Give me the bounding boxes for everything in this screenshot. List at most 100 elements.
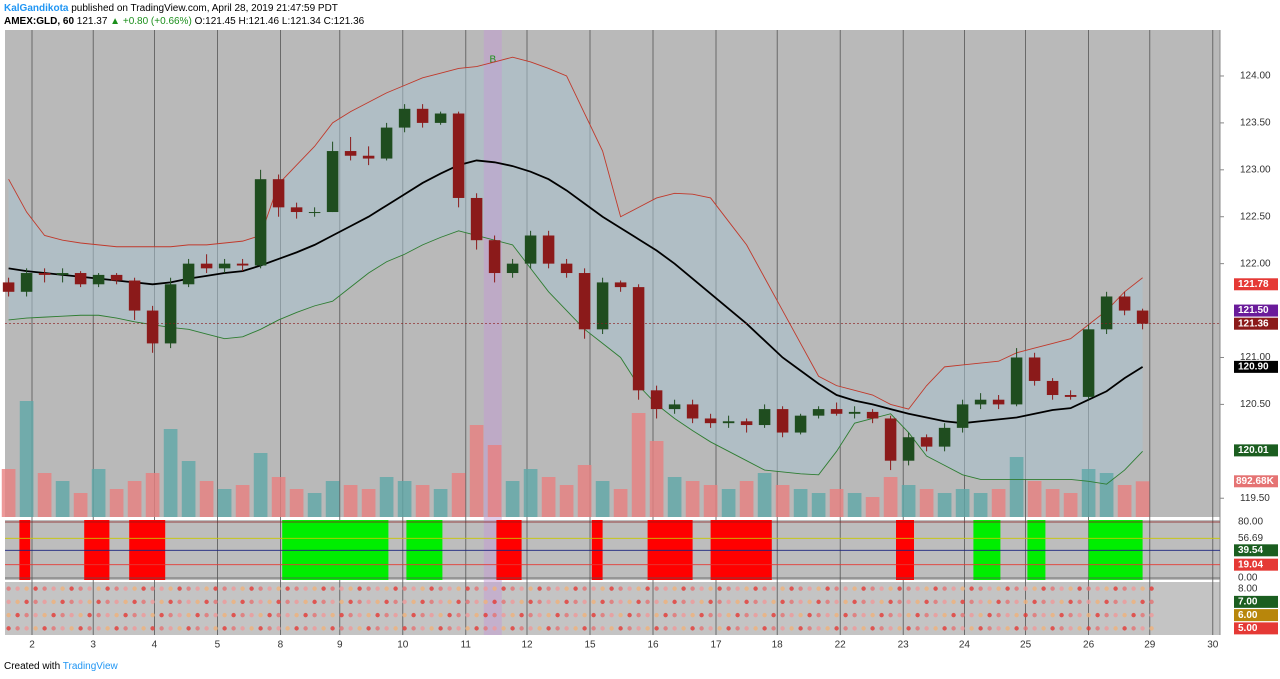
volume-bar — [1117, 485, 1132, 517]
dot — [834, 586, 839, 591]
dot — [96, 612, 101, 618]
volume-bar — [541, 477, 556, 517]
dot — [465, 612, 470, 618]
candle-body — [452, 113, 465, 198]
candle-body — [272, 179, 285, 208]
x-tick-label: 10 — [397, 640, 409, 651]
dot — [267, 626, 272, 631]
dot — [852, 612, 857, 618]
dot — [654, 612, 659, 618]
dot — [123, 586, 128, 591]
price-label: 120.01 — [1238, 445, 1269, 456]
dot — [15, 626, 20, 631]
dot — [546, 586, 551, 591]
dot — [429, 626, 434, 631]
dot — [285, 626, 290, 631]
dot — [618, 599, 623, 605]
dot — [663, 626, 668, 631]
dot — [573, 586, 578, 591]
dot — [825, 626, 830, 631]
dot — [816, 599, 821, 605]
dot — [267, 599, 272, 605]
dot — [843, 612, 848, 618]
dot — [411, 599, 416, 605]
dot — [429, 599, 434, 605]
dot — [411, 586, 416, 591]
dot — [798, 612, 803, 618]
dot — [906, 599, 911, 605]
dot — [807, 599, 812, 605]
dot — [753, 586, 758, 591]
volume-bar — [1063, 493, 1078, 517]
dot — [816, 612, 821, 618]
candle-body — [866, 411, 879, 419]
volume-bar — [901, 485, 916, 517]
dot — [969, 599, 974, 605]
dot — [384, 626, 389, 631]
candle-body — [146, 310, 159, 344]
dot — [825, 599, 830, 605]
dot — [960, 612, 965, 618]
footer: Created with TradingView — [4, 661, 118, 672]
dot — [834, 626, 839, 631]
dot — [960, 599, 965, 605]
dot — [132, 626, 137, 631]
dot — [24, 626, 29, 631]
dot — [87, 612, 92, 618]
candle-body — [380, 127, 393, 159]
dot — [429, 586, 434, 591]
dot — [924, 599, 929, 605]
dot — [708, 626, 713, 631]
dot — [1059, 626, 1064, 631]
dot — [654, 586, 659, 591]
x-tick-label: 29 — [1144, 640, 1156, 651]
dot — [636, 612, 641, 618]
candle-body — [236, 263, 249, 266]
dot — [582, 612, 587, 618]
dot — [780, 626, 785, 631]
dot — [951, 599, 956, 605]
volume-bar — [73, 493, 88, 517]
dot — [672, 612, 677, 618]
volume-bar — [865, 497, 880, 517]
candle-body — [1028, 357, 1041, 381]
volume-label: 892.68K — [1236, 476, 1275, 487]
candle-body — [992, 399, 1005, 405]
dot — [996, 586, 1001, 591]
dot — [996, 612, 1001, 618]
dot — [1104, 626, 1109, 631]
candle-body — [488, 240, 501, 274]
volume-bar — [955, 489, 970, 517]
candle-body — [542, 235, 555, 264]
dot — [15, 612, 20, 618]
dot — [294, 626, 299, 631]
dot — [411, 612, 416, 618]
dot — [771, 626, 776, 631]
dot — [663, 612, 668, 618]
dot — [51, 586, 56, 591]
dot — [258, 612, 263, 618]
dot — [96, 626, 101, 631]
dot — [1068, 626, 1073, 631]
candle-body — [200, 263, 213, 269]
dot — [1095, 612, 1100, 618]
x-tick-label: 5 — [215, 640, 221, 651]
dot — [330, 626, 335, 631]
open: O:121.45 — [194, 16, 236, 27]
dot — [978, 612, 983, 618]
dot — [339, 626, 344, 631]
x-tick-label: 2 — [29, 640, 35, 651]
candle-body — [1046, 380, 1059, 396]
x-tick-label: 9 — [337, 640, 343, 651]
dot — [843, 626, 848, 631]
dot — [105, 626, 110, 631]
dot — [501, 612, 506, 618]
dot — [1095, 586, 1100, 591]
dot — [888, 612, 893, 618]
y-tick-label: 123.50 — [1240, 118, 1271, 129]
dot — [861, 586, 866, 591]
dot — [735, 599, 740, 605]
dot — [798, 599, 803, 605]
candle-body — [110, 274, 123, 281]
